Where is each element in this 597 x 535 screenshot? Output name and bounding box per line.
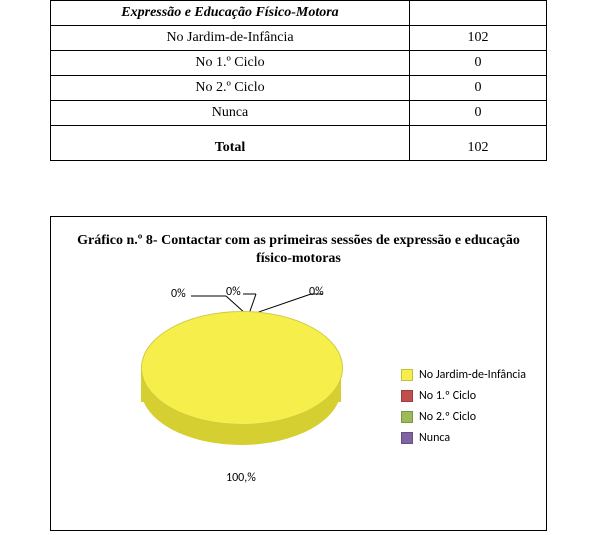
table-row: Nunca0 [51,101,547,126]
chart-legend: No Jardim-de-Infância No 1.º Ciclo No 2.… [401,361,526,452]
table-row: No Jardim-de-Infância102 [51,26,547,51]
pie-top-ellipse [141,311,343,425]
table-header-right [410,1,547,26]
legend-item: No Jardim-de-Infância [401,368,526,382]
callout-1: 0% [226,285,241,299]
legend-swatch [401,369,413,381]
legend-label: No 2.º Ciclo [419,410,476,424]
pie-chart [141,311,341,461]
legend-item: No 2.º Ciclo [401,410,526,424]
callout-0: 0% [171,287,186,301]
chart-area: 0% 0% 0% 100,% No Jardim-de-Infância No … [61,276,536,506]
table-row: No 2.º Ciclo0 [51,76,547,101]
table-header-left: Expressão e Educação Físico-Motora [51,1,410,26]
callout-2: 0% [309,285,324,299]
main-percent-label: 100,% [226,471,256,485]
legend-swatch [401,411,413,423]
legend-item: Nunca [401,431,526,445]
legend-item: No 1.º Ciclo [401,389,526,403]
legend-swatch [401,432,413,444]
chart-container: Gráfico n.º 8- Contactar com as primeira… [50,216,547,531]
data-table: Expressão e Educação Físico-Motora No Ja… [50,0,547,161]
legend-label: No 1.º Ciclo [419,389,476,403]
table-row: No 1.º Ciclo0 [51,51,547,76]
legend-label: Nunca [419,431,450,445]
chart-title: Gráfico n.º 8- Contactar com as primeira… [61,232,536,268]
table-row-total: Total102 [51,126,547,161]
legend-label: No Jardim-de-Infância [419,368,526,382]
legend-swatch [401,390,413,402]
